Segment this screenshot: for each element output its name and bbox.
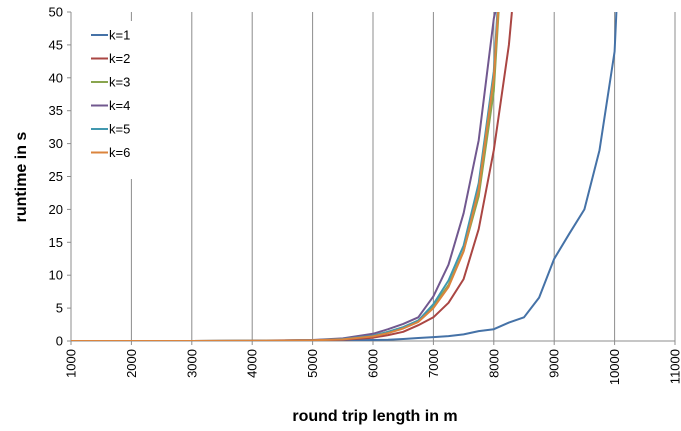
axes	[67, 11, 676, 345]
series-line-k=1	[71, 12, 618, 341]
y-tick-label: 45	[49, 37, 63, 52]
legend-label: k=2	[109, 51, 130, 66]
y-axis-tick-labels: 0 5 10 15 20 25 30 35 40 45 50	[49, 5, 63, 349]
x-tick-label: 11000	[668, 349, 681, 384]
y-tick-label: 50	[49, 5, 63, 20]
x-tick-label: 7000	[426, 349, 441, 378]
x-axis-title: round trip length in m	[292, 408, 457, 425]
x-tick-label: 8000	[486, 349, 501, 378]
legend-label: k=4	[109, 98, 130, 113]
legend-label: k=3	[109, 75, 130, 90]
series-lines	[71, 12, 618, 341]
series-line-k=6	[71, 12, 499, 341]
y-tick-label: 25	[49, 169, 63, 184]
y-tick-label: 40	[49, 70, 63, 85]
legend: k=1 k=2 k=3 k=4 k=5 k=6	[86, 21, 152, 179]
legend-label: k=6	[109, 145, 130, 160]
x-tick-label: 9000	[547, 349, 562, 378]
y-tick-label: 0	[56, 334, 63, 349]
y-tick-label: 35	[49, 103, 63, 118]
y-tick-label: 15	[49, 235, 63, 250]
legend-label: k=5	[109, 122, 130, 137]
x-axis-tick-labels: 1000 2000 3000 4000 5000 6000 7000 8000 9000 1000…	[64, 349, 681, 385]
x-tick-label: 6000	[366, 349, 381, 378]
y-axis-title: runtime in s	[13, 132, 30, 223]
x-tick-label: 2000	[124, 349, 139, 378]
x-tick-label: 1000	[64, 349, 79, 378]
x-tick-label: 3000	[184, 349, 199, 378]
legend-label: k=1	[109, 28, 130, 43]
x-tick-label: 5000	[305, 349, 320, 378]
x-tick-label: 4000	[245, 349, 260, 378]
y-tick-label: 5	[56, 301, 63, 316]
y-tick-label: 20	[49, 202, 63, 217]
y-tick-label: 30	[49, 136, 63, 151]
x-tick-label: 10000	[607, 349, 622, 385]
y-tick-label: 10	[49, 268, 63, 283]
